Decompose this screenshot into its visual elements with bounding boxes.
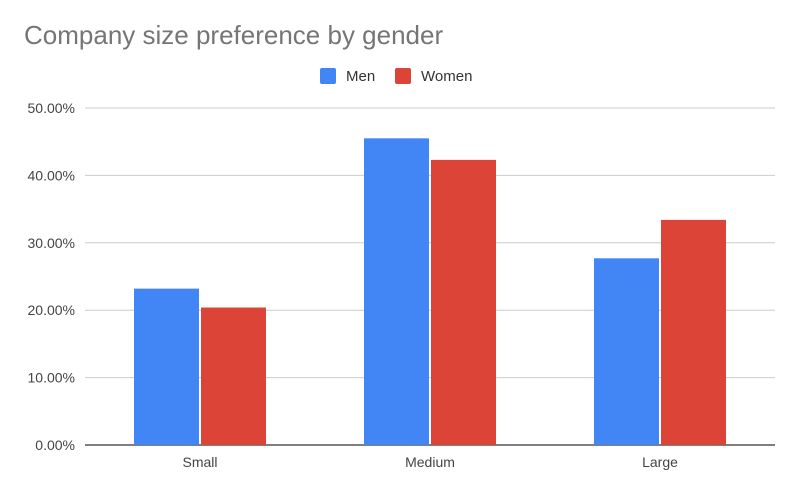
gridlines: [85, 107, 775, 446]
x-axis-ticks: Small Medium Large: [182, 454, 678, 470]
bars: [134, 138, 726, 445]
bar-men-large: [594, 258, 659, 445]
bar-women-small: [201, 307, 266, 445]
y-tick-label: 30.00%: [28, 235, 75, 251]
bar-women-medium: [431, 159, 496, 445]
chart-title: Company size preference by gender: [24, 20, 444, 50]
bar-men-medium: [364, 138, 429, 445]
y-tick-label: 20.00%: [28, 302, 75, 318]
y-tick-label: 50.00%: [28, 100, 75, 116]
x-tick-label: Medium: [405, 454, 455, 470]
y-axis-ticks: 0.00% 10.00% 20.00% 30.00% 40.00% 50.00%: [28, 100, 75, 453]
y-tick-label: 40.00%: [28, 167, 75, 183]
legend-swatch-women: [395, 68, 411, 84]
legend-label-women: Women: [421, 68, 472, 85]
legend-label-men: Men: [346, 68, 375, 85]
y-tick-label: 10.00%: [28, 370, 75, 386]
x-tick-label: Large: [642, 454, 678, 470]
y-tick-label: 0.00%: [35, 437, 75, 453]
bar-women-large: [661, 219, 726, 445]
bar-men-small: [134, 288, 199, 445]
legend-swatch-men: [320, 68, 336, 84]
legend: Men Women: [320, 68, 472, 85]
x-tick-label: Small: [182, 454, 217, 470]
